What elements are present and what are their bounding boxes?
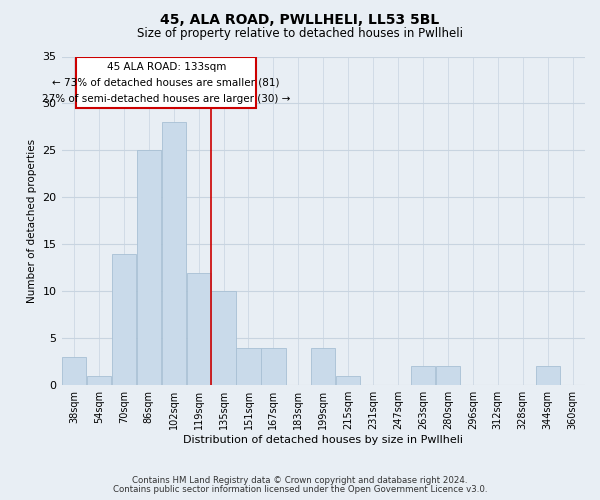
Text: 45, ALA ROAD, PWLLHELI, LL53 5BL: 45, ALA ROAD, PWLLHELI, LL53 5BL xyxy=(160,12,440,26)
Text: ← 73% of detached houses are smaller (81): ← 73% of detached houses are smaller (81… xyxy=(52,78,280,88)
Bar xyxy=(161,122,186,385)
Text: Size of property relative to detached houses in Pwllheli: Size of property relative to detached ho… xyxy=(137,28,463,40)
Bar xyxy=(187,272,211,385)
Bar xyxy=(336,376,360,385)
X-axis label: Distribution of detached houses by size in Pwllheli: Distribution of detached houses by size … xyxy=(183,435,463,445)
Y-axis label: Number of detached properties: Number of detached properties xyxy=(27,139,37,303)
Text: Contains HM Land Registry data © Crown copyright and database right 2024.: Contains HM Land Registry data © Crown c… xyxy=(132,476,468,485)
Bar xyxy=(262,348,286,385)
Bar xyxy=(536,366,560,385)
Bar xyxy=(87,376,111,385)
Bar xyxy=(411,366,435,385)
Bar xyxy=(436,366,460,385)
Bar xyxy=(211,292,236,385)
Bar xyxy=(236,348,260,385)
Bar xyxy=(137,150,161,385)
Text: Contains public sector information licensed under the Open Government Licence v3: Contains public sector information licen… xyxy=(113,484,487,494)
Text: 27% of semi-detached houses are larger (30) →: 27% of semi-detached houses are larger (… xyxy=(42,94,290,104)
Bar xyxy=(311,348,335,385)
Bar xyxy=(112,254,136,385)
Text: 45 ALA ROAD: 133sqm: 45 ALA ROAD: 133sqm xyxy=(107,62,226,72)
Bar xyxy=(62,357,86,385)
FancyBboxPatch shape xyxy=(76,56,256,108)
